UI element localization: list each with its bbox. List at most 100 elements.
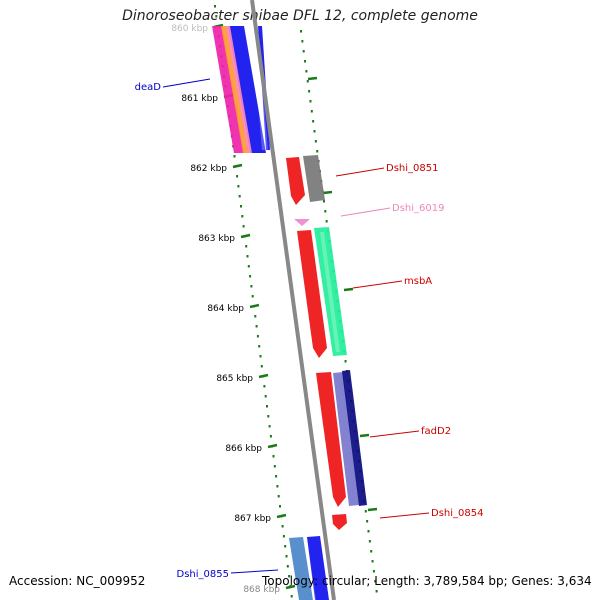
ruler-dot	[305, 70, 308, 73]
ruler-dot	[344, 360, 347, 363]
ruler-dot	[281, 525, 284, 528]
feature-shading	[304, 540, 316, 600]
ruler-dot	[306, 80, 309, 83]
ruler-dot	[370, 550, 373, 553]
ruler-dot	[310, 110, 313, 113]
ruler-dot	[285, 555, 288, 558]
fadD2-gene-purple	[333, 372, 359, 506]
gene-label-msbA[interactable]: msbA	[404, 276, 432, 287]
genome-backbone	[250, 0, 336, 600]
ruler-dot	[258, 345, 261, 348]
ruler-dot	[251, 295, 254, 298]
ruler-dot	[234, 165, 237, 168]
ruler-dot	[238, 195, 241, 198]
msbA-gene-left	[297, 230, 327, 358]
ruler-dot	[275, 475, 278, 478]
ruler-dot	[288, 575, 291, 578]
ruler-tick-mark	[359, 433, 370, 438]
kbp-tick-label: 866 kbp	[225, 444, 262, 454]
ruler-tick-mark	[307, 76, 318, 81]
accession-text: Accession: NC_009952	[9, 574, 146, 588]
ruler-dot	[374, 580, 377, 583]
kbp-tick-label: 865 kbp	[216, 374, 253, 384]
upstream-gene-magenta	[212, 26, 244, 153]
gene-label-Dshi_6019[interactable]: Dshi_6019	[392, 203, 444, 214]
ruler-dot	[271, 445, 274, 448]
gene-label-deaD[interactable]: deaD	[135, 82, 162, 93]
kbp-tick-mark	[232, 163, 243, 169]
msbA-gene-right	[314, 227, 347, 356]
gene-label-leader	[162, 78, 211, 88]
kbp-tick-label: 863 kbp	[198, 234, 235, 244]
ruler-dot	[246, 255, 249, 258]
ruler-dot	[324, 210, 327, 213]
deaD-gene	[228, 26, 266, 153]
upstream-gene-orange	[221, 26, 249, 153]
ruler-dot	[268, 425, 271, 428]
ruler-dot	[273, 465, 276, 468]
ruler-dot	[247, 265, 250, 268]
ruler-dot	[236, 175, 239, 178]
kbp-tick-label: 864 kbp	[207, 304, 244, 314]
gene-label-leader	[352, 280, 403, 289]
feature-shading	[320, 232, 340, 352]
gene-label-Dshi_0855[interactable]: Dshi_0855	[177, 569, 229, 580]
ruler-dot	[260, 365, 263, 368]
ruler-dot	[309, 100, 312, 103]
ruler-dot	[276, 485, 279, 488]
ruler-dot	[262, 375, 265, 378]
ruler-dot	[237, 185, 240, 188]
kbp-tick-label: 861 kbp	[181, 94, 218, 104]
ruler-tick-mark	[367, 507, 378, 512]
ruler-dot	[282, 535, 285, 538]
kbp-ticks: 860 kbp 861 kbp 862 kbp 863 kbp 864 kbp 865 k…	[171, 23, 296, 595]
Dshi_0855-gene-steel	[289, 537, 313, 600]
kbp-tick-label: 862 kbp	[190, 164, 227, 174]
kbp-tick-label: 867 kbp	[234, 514, 271, 524]
ruler-dot	[214, 5, 216, 8]
gene-label-fadD2[interactable]: fadD2	[421, 426, 451, 437]
ruler-dot	[313, 130, 316, 133]
ruler-dot	[368, 540, 371, 543]
gene-label-Dshi_0851[interactable]: Dshi_0851	[386, 163, 438, 174]
Dshi_0854-gene	[332, 514, 347, 530]
ruler-dot	[277, 495, 280, 498]
ruler-dot	[286, 565, 289, 568]
ruler-dot	[279, 505, 281, 508]
ruler-dot	[264, 395, 267, 398]
ruler-dot	[302, 50, 305, 53]
ruler-dot	[367, 530, 370, 533]
ruler-dot	[259, 355, 262, 358]
ruler-dot	[290, 595, 293, 598]
ruler-dot	[366, 520, 369, 523]
gene-label-leader	[335, 167, 385, 177]
upstream-gene-pink	[226, 26, 252, 153]
ruler-dot	[301, 40, 304, 43]
gene-features	[212, 26, 367, 600]
ruler-dot	[272, 455, 275, 458]
ruler-dot	[253, 305, 255, 308]
ruler-dot	[256, 335, 259, 338]
ruler-dot	[364, 510, 367, 513]
ruler-dot	[250, 285, 253, 288]
ruler-dot	[308, 90, 311, 93]
ruler-tick-mark	[322, 190, 333, 195]
ruler-dot	[300, 30, 302, 33]
ruler-dot	[325, 220, 328, 223]
ruler-dot	[280, 515, 283, 518]
ruler-dot	[263, 385, 266, 388]
gene-label-leader	[379, 512, 430, 519]
ruler-dot	[375, 590, 378, 593]
ruler-dot	[233, 155, 236, 158]
Dshi_0855-gene-blue	[307, 536, 329, 600]
map-title: Dinoroseobacter shibae DFL 12, complete …	[122, 8, 478, 24]
ruler-dot	[254, 315, 257, 318]
Dshi_0851-gene-left	[286, 157, 305, 205]
gene-label-Dshi_0854[interactable]: Dshi_0854	[431, 508, 483, 519]
Dshi_0851-gene-right	[303, 155, 325, 202]
ruler-dot	[243, 235, 246, 238]
feature-shading	[252, 30, 268, 150]
ruler-dot	[312, 120, 315, 123]
